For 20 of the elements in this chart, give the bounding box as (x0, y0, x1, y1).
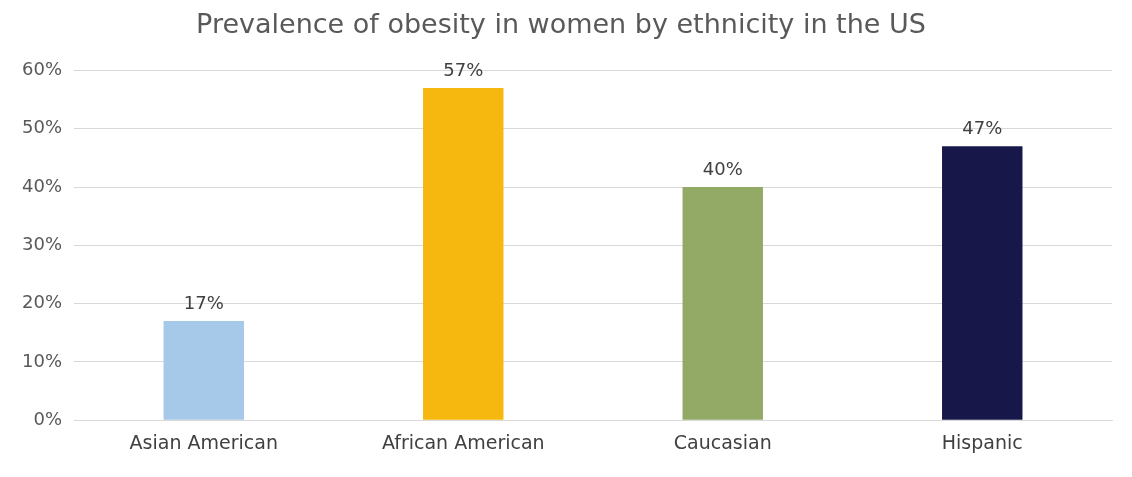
data-label: 47% (962, 116, 1003, 138)
x-tick-label: Caucasian (673, 430, 772, 453)
y-tick-label: 30% (21, 232, 63, 254)
chart-title: Prevalence of obesity in women by ethnicity in the US (196, 8, 926, 40)
bar (682, 187, 763, 420)
y-tick-label: 60% (21, 58, 63, 80)
data-label: 57% (443, 58, 484, 80)
y-tick-label: 50% (21, 116, 63, 138)
y-tick-label: 0% (33, 407, 63, 429)
data-label: 40% (702, 157, 743, 179)
y-tick-label: 40% (21, 174, 63, 196)
x-tick-label: Asian American (129, 430, 278, 453)
y-tick-label: 20% (21, 291, 63, 313)
x-tick-label: African American (381, 430, 545, 453)
bar (423, 87, 504, 420)
data-label: 17% (183, 291, 224, 313)
x-tick-label: Hispanic (941, 430, 1023, 453)
bar (942, 146, 1023, 420)
y-tick-label: 10% (21, 349, 63, 371)
bar (163, 321, 244, 420)
